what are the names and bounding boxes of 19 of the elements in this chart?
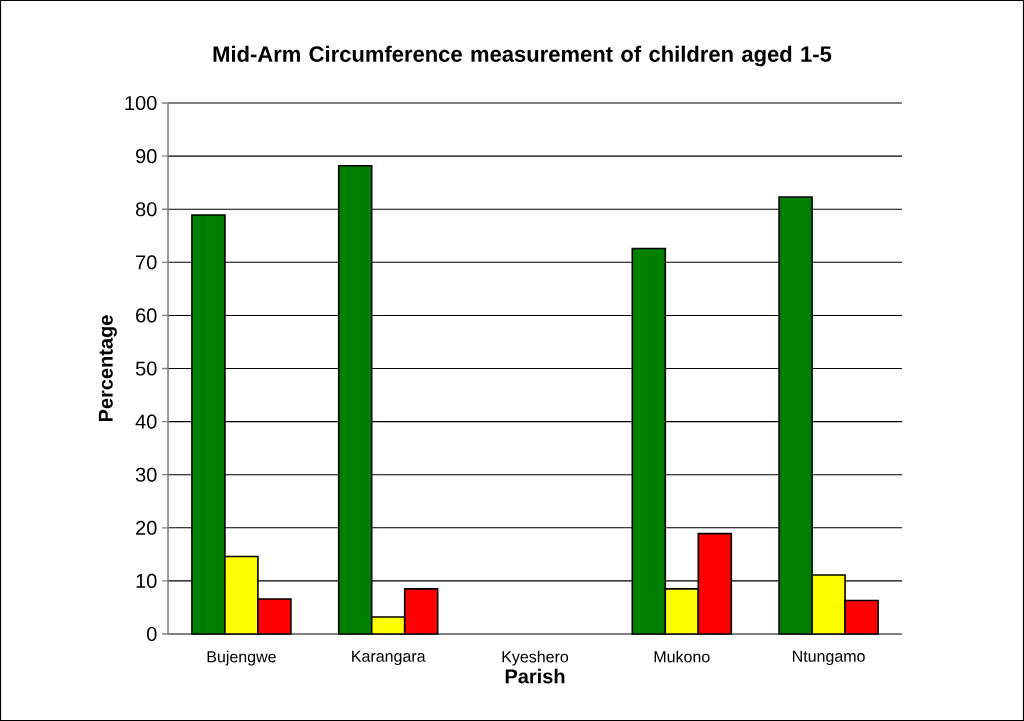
y-tick-label: 60 [136,308,157,323]
y-tick-label: 70 [136,255,157,270]
x-tick-label: Mukono [654,650,710,663]
x-tick-label: Ntungamo [792,650,865,666]
y-tick-label: 80 [135,202,157,217]
y-tick-label: 90 [136,149,157,164]
chart-title: Mid-Arm Circumference measurement of children aged 1-5 [213,45,832,67]
x-tick-label: Karangara [352,650,426,666]
x-axis-title: Parish [505,668,565,684]
y-tick-label: 0 [147,626,157,642]
y-axis-title: Percentage [98,315,117,422]
y-tick-label: 10 [136,573,157,588]
y-tick-label: 40 [135,414,157,429]
y-tick-label: 50 [135,361,157,376]
x-tick-label: Kyeshero [502,650,569,666]
y-tick-label: 20 [136,520,157,535]
x-tick-label: Bujengwe [207,650,276,666]
y-tick-label: 100 [125,95,157,111]
y-tick-label: 30 [135,467,157,482]
